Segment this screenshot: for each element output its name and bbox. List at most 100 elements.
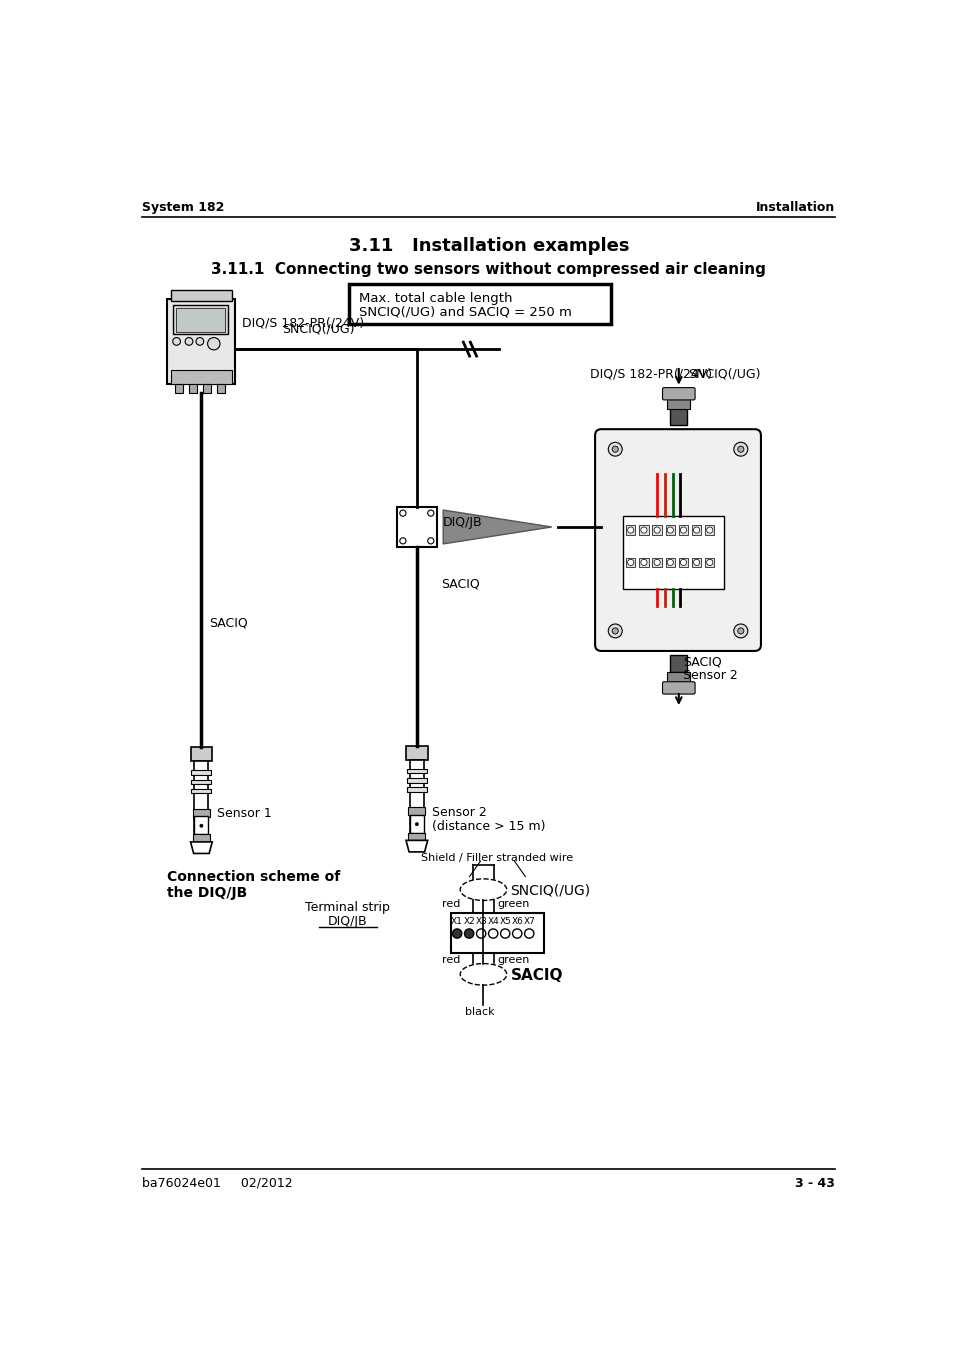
Bar [189, 383, 196, 393]
Bar [639, 558, 648, 567]
Circle shape [640, 526, 646, 533]
Circle shape [608, 443, 621, 456]
Bar [652, 525, 661, 535]
Circle shape [608, 624, 621, 637]
Circle shape [706, 559, 712, 566]
Ellipse shape [459, 879, 506, 900]
Bar [406, 745, 427, 760]
FancyBboxPatch shape [595, 429, 760, 651]
Text: DIQ/JB: DIQ/JB [443, 516, 482, 529]
Bar [666, 397, 690, 409]
Bar [679, 558, 687, 567]
Text: SACIQ: SACIQ [440, 578, 479, 591]
Text: SNCIQ(/UG): SNCIQ(/UG) [510, 883, 590, 898]
Text: (distance > 15 m): (distance > 15 m) [432, 819, 545, 833]
Circle shape [733, 624, 747, 637]
Text: 3.11   Installation examples: 3.11 Installation examples [348, 238, 629, 255]
Text: Connection scheme of: Connection scheme of [167, 871, 340, 884]
Text: the DIQ/JB: the DIQ/JB [167, 886, 247, 900]
Circle shape [706, 526, 712, 533]
Bar [625, 558, 635, 567]
Bar [665, 525, 674, 535]
Bar [171, 290, 232, 301]
Bar [408, 807, 425, 815]
Bar [704, 525, 714, 535]
Text: DIQ/S 182-PR(/24V): DIQ/S 182-PR(/24V) [589, 367, 711, 381]
Circle shape [427, 537, 434, 544]
Bar [203, 383, 211, 393]
Bar [691, 525, 700, 535]
Circle shape [640, 559, 646, 566]
Bar [408, 833, 425, 840]
Bar [167, 300, 235, 383]
Bar [652, 558, 661, 567]
Text: X5: X5 [498, 918, 511, 926]
Bar [639, 525, 648, 535]
Polygon shape [406, 840, 427, 852]
Bar [175, 308, 225, 332]
Circle shape [654, 559, 659, 566]
Bar [704, 558, 714, 567]
Bar [622, 516, 723, 590]
Text: SACIQ: SACIQ [682, 656, 720, 668]
Text: green: green [497, 954, 529, 965]
Text: Sensor 2: Sensor 2 [682, 670, 737, 683]
Bar [679, 525, 687, 535]
FancyBboxPatch shape [661, 682, 695, 694]
Circle shape [199, 825, 203, 828]
Text: Shield / Filler stranded wire: Shield / Filler stranded wire [421, 853, 573, 864]
Text: 3 - 43: 3 - 43 [795, 1177, 835, 1189]
Bar [410, 815, 423, 833]
Text: SNCIQ(/UG): SNCIQ(/UG) [687, 367, 760, 381]
Circle shape [666, 559, 673, 566]
Bar [173, 305, 228, 335]
Circle shape [654, 526, 659, 533]
Text: red: red [441, 954, 459, 965]
Circle shape [488, 929, 497, 938]
Text: X6: X6 [511, 918, 522, 926]
Ellipse shape [459, 964, 506, 986]
Bar [192, 779, 212, 784]
Circle shape [693, 526, 699, 533]
Circle shape [679, 559, 686, 566]
Bar [670, 655, 686, 672]
Bar [406, 778, 427, 783]
Circle shape [185, 338, 193, 346]
Circle shape [172, 338, 180, 346]
Bar [666, 672, 690, 684]
Circle shape [737, 628, 743, 634]
Text: System 182: System 182 [142, 201, 225, 215]
Bar [406, 768, 427, 774]
Bar [191, 747, 212, 761]
Circle shape [524, 929, 534, 938]
Circle shape [427, 510, 434, 516]
Circle shape [737, 446, 743, 452]
Bar [194, 817, 208, 834]
Bar [174, 383, 183, 393]
Bar [691, 558, 700, 567]
Text: DIQ/JB: DIQ/JB [328, 915, 367, 927]
Circle shape [476, 929, 485, 938]
Text: green: green [497, 899, 529, 909]
Circle shape [399, 510, 406, 516]
Bar [670, 409, 686, 425]
Text: Installation: Installation [756, 201, 835, 215]
Bar [406, 787, 427, 792]
Text: Terminal strip: Terminal strip [305, 902, 390, 914]
Circle shape [627, 526, 633, 533]
Bar [192, 771, 212, 775]
Text: X1: X1 [451, 918, 462, 926]
Text: black: black [464, 1007, 494, 1017]
Text: Max. total cable length: Max. total cable length [359, 292, 513, 305]
Text: Sensor 1: Sensor 1 [216, 807, 272, 821]
Text: SNCIQ(/UG): SNCIQ(/UG) [282, 323, 355, 335]
Bar [193, 834, 210, 842]
Text: SNCIQ(/UG) and SACIQ = 250 m: SNCIQ(/UG) and SACIQ = 250 m [359, 306, 572, 319]
Bar [193, 809, 210, 817]
Circle shape [512, 929, 521, 938]
Circle shape [452, 929, 461, 938]
Text: X2: X2 [463, 918, 475, 926]
Circle shape [733, 443, 747, 456]
Bar [451, 913, 543, 953]
Circle shape [666, 526, 673, 533]
